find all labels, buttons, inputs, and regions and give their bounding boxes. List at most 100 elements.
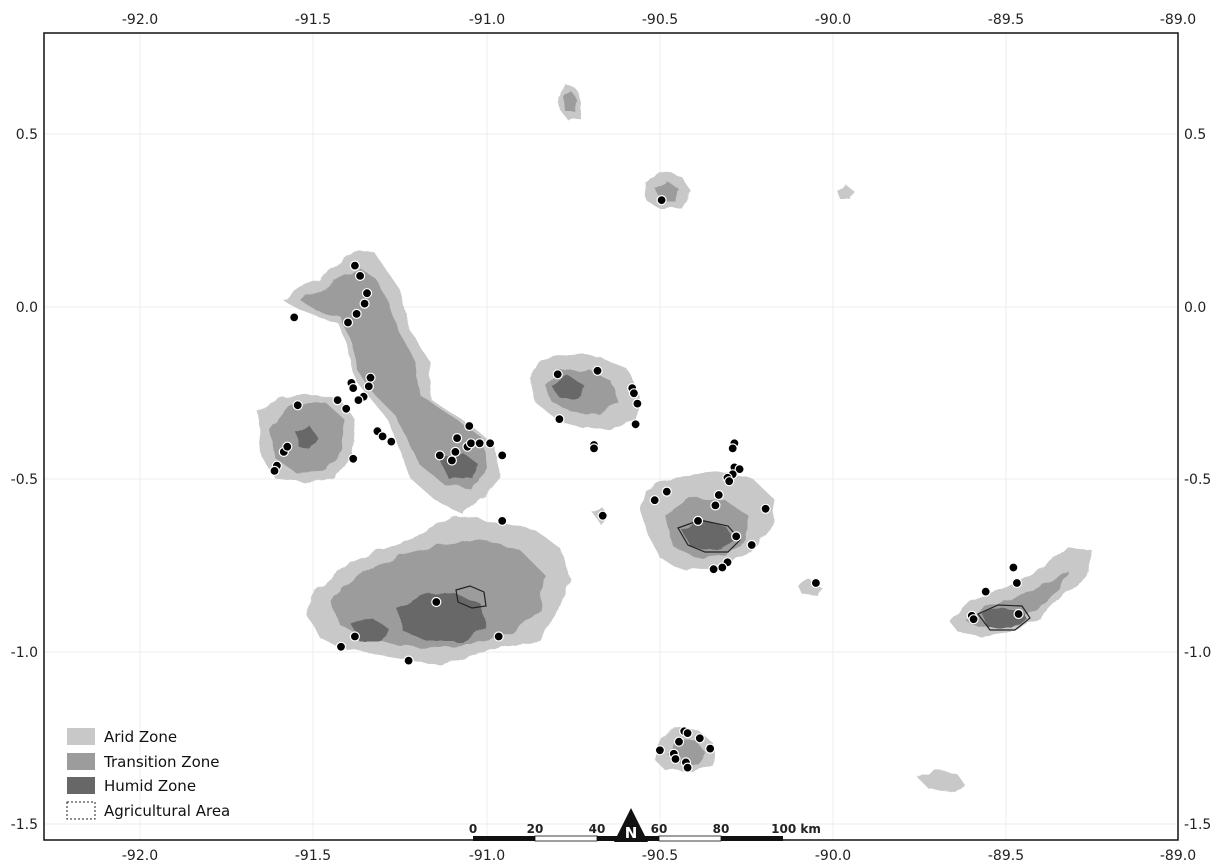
y-tick-label-left: -1.5 [11,817,38,833]
map-frame [43,32,1179,841]
sample-point [1011,577,1023,589]
scale-bar-segment [473,836,535,841]
humid-santa-cruz [680,520,735,550]
x-tick-label-top: -89.5 [988,12,1024,28]
agri-santa-cruz [677,519,741,553]
sample-point [980,586,991,597]
sample-point [363,381,374,392]
transition-pinta [563,90,577,112]
sample-point [810,577,822,589]
sample-point [661,486,672,497]
sample-point [365,372,376,383]
y-tick-label-right: -1.0 [1184,645,1211,661]
transition-zone-layer [270,90,1068,764]
sample-point [348,453,359,464]
sample-point [348,383,359,394]
sample-point [465,438,477,449]
island-genovesa [836,185,854,199]
sample-point [588,443,600,454]
sample-point [632,398,643,409]
sample-point [464,420,475,432]
island-espanola [918,770,965,792]
legend-swatch-humid [67,777,95,794]
x-tick-label-top: -92.0 [122,12,158,28]
legend-swatch-transition [67,753,95,770]
scale-bar-label: 80 [713,822,730,836]
sample-point [497,515,508,527]
sample-point [727,443,738,454]
sample-point [552,369,563,380]
sample-point [1008,562,1019,573]
sample-point [656,195,667,206]
legend-label-transition: Transition Zone [103,753,220,771]
x-tick-label-bottom: -89.5 [988,848,1024,864]
sample-point [708,564,719,575]
humid-santiago [552,376,585,398]
sample-point [630,419,641,430]
y-tick-label-right: 0.5 [1184,127,1206,143]
sample-point [355,270,366,281]
sample-point [289,312,300,323]
sample-point [431,596,442,608]
sample-point [692,515,704,527]
legend-swatch-agricultural [66,801,96,820]
north-arrow-icon [614,808,648,842]
x-tick-label-top: -91.0 [469,12,505,28]
y-axis-right: 0.5 0.0 -0.5 -1.0 -1.5 [1184,127,1211,833]
sample-point [332,395,343,406]
sample-point [269,465,280,476]
sample-point [446,455,457,466]
sample-point [731,531,742,542]
sample-point [474,438,485,449]
y-tick-label-left: -0.5 [11,472,38,488]
sample-point [682,727,693,739]
sample-point [710,500,721,511]
x-axis-bottom: -92.0 -91.5 -91.0 -90.5 -90.0 -89.5 -89.… [122,848,1196,864]
sample-point [452,433,463,444]
sample-point [349,260,360,271]
sample-point [450,446,461,457]
sample-point [403,655,414,666]
scale-bar-segment [534,835,598,842]
x-tick-label-top: -90.0 [815,12,851,28]
sample-point [493,631,504,642]
x-tick-label-bottom: -89.0 [1160,848,1196,864]
sample-point [292,400,303,411]
map-legend: Arid Zone Transition Zone Humid Zone Agr… [66,728,230,820]
y-tick-label-right: -0.5 [1184,472,1211,488]
x-tick-label-top: -89.0 [1160,12,1196,28]
y-tick-label-left: 0.5 [16,127,38,143]
sample-point [705,743,716,754]
sample-point [713,489,724,501]
legend-label-agricultural: Agricultural Area [104,802,230,820]
legend-label-humid: Humid Zone [104,777,196,795]
sample-point [670,753,681,765]
sample-points-layer [269,195,1024,773]
sample-point [673,736,685,747]
sample-point [386,436,397,447]
y-tick-label-right: 0.0 [1184,300,1206,316]
legend-label-arid: Arid Zone [104,728,177,746]
sample-point [361,288,373,299]
sample-point [734,464,745,475]
humid-fernandina [296,426,318,450]
x-tick-label-bottom: -91.5 [295,848,331,864]
sample-point [353,395,364,406]
sample-point [694,733,705,744]
sample-point [1013,608,1024,620]
sample-point [968,614,979,625]
sample-point [717,562,728,573]
sample-point [359,298,370,309]
sample-point [724,476,735,487]
sample-point [554,414,565,425]
y-axis-left: 0.5 0.0 -0.5 -1.0 -1.5 [11,127,38,833]
x-tick-label-bottom: -90.0 [815,848,851,864]
graticule [44,33,1178,840]
x-tick-label-bottom: -92.0 [122,848,158,864]
sample-point [592,365,603,376]
x-axis-top: -92.0 -91.5 -91.0 -90.5 -90.0 -89.5 -89.… [122,12,1196,28]
sample-point [497,450,508,461]
north-arrow-label: N [625,824,638,842]
scale-bar-label: 60 [651,822,668,836]
x-tick-label-top: -90.5 [642,12,678,28]
